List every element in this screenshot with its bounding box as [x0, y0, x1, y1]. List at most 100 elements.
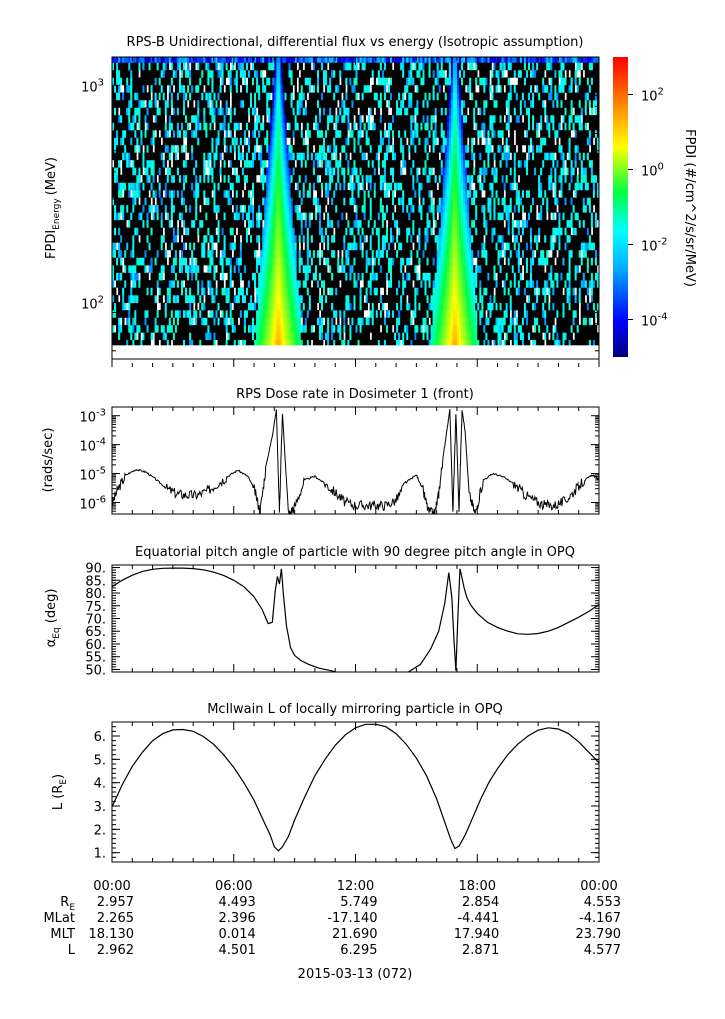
spectrogram-cell: [164, 227, 168, 236]
spectrogram-cell: [178, 272, 182, 281]
spectrogram-cell: [262, 227, 265, 236]
spectrogram-cell: [284, 287, 287, 296]
spectrogram-cell: [118, 249, 121, 258]
spectrogram-cell: [578, 212, 582, 221]
spectrogram-cell: [260, 280, 263, 288]
spectrogram-cell: [174, 204, 178, 213]
spectrogram-cell: [189, 197, 192, 206]
spectrogram-cell: [148, 182, 151, 191]
spectrogram-cell: [187, 280, 190, 288]
spectrogram-cell: [172, 257, 176, 266]
spectrogram-cell: [420, 302, 423, 311]
spectrogram-cell: [513, 272, 517, 281]
spectrogram-cell: [140, 339, 143, 346]
spectrogram-cell: [162, 265, 166, 273]
spectrogram-cell: [312, 272, 316, 281]
spectrogram-cell: [126, 182, 129, 191]
spectrogram-cell: [252, 272, 255, 281]
spectrogram-cell: [530, 204, 533, 213]
spectrogram-cell: [207, 197, 210, 206]
spectrogram-cell: [288, 212, 291, 221]
spectrogram-cell: [479, 257, 482, 266]
spectrogram-cell: [296, 280, 299, 288]
spectrogram-cell: [172, 212, 176, 221]
spectrogram-cell: [308, 257, 312, 266]
spectrogram-cell: [473, 219, 476, 228]
spectrogram-cell: [276, 287, 279, 296]
spectrogram-cell: [481, 257, 484, 266]
spectrogram-cell: [566, 227, 569, 236]
spectrogram-cell: [154, 280, 157, 288]
spectrogram-cell: [367, 234, 371, 243]
spectrogram-cell: [201, 265, 204, 273]
spectrogram-cell: [560, 272, 563, 281]
spectrogram-cell: [507, 197, 511, 206]
spectrogram-cell: [223, 339, 226, 346]
spectrogram-cell: [381, 265, 385, 273]
spectrogram-cell: [562, 227, 565, 236]
spectrogram-cell: [473, 294, 476, 303]
spectrogram-cell: [463, 234, 466, 243]
spectrogram-cell: [189, 310, 192, 318]
spectrogram-cell: [231, 332, 235, 341]
spectrogram-cell: [168, 234, 172, 243]
spectrogram-cell: [219, 257, 222, 266]
spectrogram-cell: [596, 302, 600, 311]
spectrogram-cell: [343, 197, 346, 206]
spectrogram-cell: [323, 265, 326, 273]
spectrogram-cell: [525, 280, 529, 288]
spectrogram-cell: [282, 249, 285, 258]
spectrogram-cell: [373, 339, 377, 346]
spectrogram-cell: [489, 332, 492, 341]
spectrogram-cell: [310, 204, 314, 213]
spectrogram-cell: [229, 204, 233, 213]
spectrogram-cell: [432, 294, 435, 303]
spectrogram-cell: [120, 339, 123, 346]
spectrogram-cell: [152, 197, 155, 206]
spectrogram-cell: [138, 294, 141, 303]
spectrogram-cell: [302, 234, 306, 243]
spectrogram-cell: [229, 182, 233, 191]
spectrogram-cell: [406, 204, 409, 213]
spectrogram-cell: [191, 227, 194, 236]
spectrogram-cell: [225, 234, 228, 243]
spectrogram-cell: [290, 234, 293, 243]
spectrogram-cell: [550, 182, 553, 191]
spectrogram-cell: [314, 324, 318, 333]
spectrogram-cell: [114, 257, 117, 266]
spectrogram-cell: [499, 324, 502, 333]
spectrogram-cell: [302, 204, 306, 213]
spectrogram-cell: [312, 204, 316, 213]
spectrogram-cell: [383, 339, 387, 346]
spectrogram-cell: [373, 249, 377, 258]
spectrogram-cell: [558, 227, 561, 236]
spectrogram-cell: [357, 332, 360, 341]
spectrogram-cell: [343, 324, 346, 333]
spectrogram-cell: [262, 257, 265, 266]
spectrogram-cell: [298, 339, 302, 346]
spectrogram-cell: [477, 310, 480, 318]
spectrogram-cell: [523, 332, 527, 341]
spectrogram-cell: [505, 182, 508, 191]
spectrogram-cell: [321, 265, 324, 273]
spectrogram-cell: [252, 310, 255, 318]
spectrogram-cell: [375, 339, 379, 346]
spectrogram-cell: [130, 257, 133, 266]
spectrogram-cell: [430, 302, 433, 311]
spectrogram-cell: [314, 310, 318, 318]
spectrogram-cell: [136, 294, 139, 303]
spectrogram-cell: [566, 204, 569, 213]
spectrogram-cell: [144, 287, 147, 296]
spectrogram-cell: [191, 272, 194, 281]
spectrogram-cell: [355, 212, 358, 221]
spectrogram-cell: [574, 294, 577, 303]
spectrogram-cell: [294, 242, 297, 251]
spectrogram-cell: [507, 265, 511, 273]
spectrogram-cell: [215, 234, 218, 243]
spectrogram-cell: [312, 257, 316, 266]
spectrogram-cell: [574, 302, 577, 311]
spectrogram-cell: [546, 182, 549, 191]
spectrogram-cell: [351, 272, 354, 281]
spectrogram-cell: [243, 242, 247, 251]
spectrogram-cell: [383, 280, 387, 288]
